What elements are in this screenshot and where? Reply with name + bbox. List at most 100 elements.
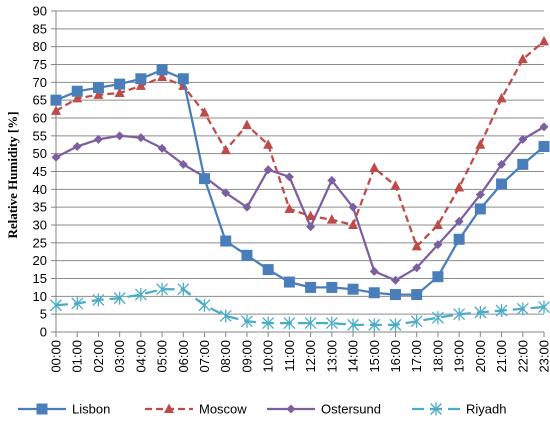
point-riyadh-22 [516, 302, 529, 316]
point-lisbon-6 [177, 73, 189, 85]
point-ostersund-5 [157, 143, 167, 153]
point-ostersund-13 [327, 175, 337, 185]
point-lisbon-16 [389, 289, 401, 301]
point-lisbon-2 [92, 82, 104, 94]
point-ostersund-12 [306, 222, 316, 232]
point-ostersund-0 [51, 152, 61, 162]
point-moscow-20 [475, 139, 486, 149]
ytick-label-0: 0 [40, 325, 47, 340]
xtick-label-8: 08:00 [218, 340, 233, 373]
ytick-label-65: 65 [33, 93, 47, 108]
ytick-label-85: 85 [33, 21, 47, 36]
legend-marker-moscow [164, 403, 174, 413]
point-ostersund-4 [136, 133, 146, 143]
xtick-label-23: 23:00 [537, 340, 550, 373]
ytick-label-55: 55 [33, 128, 47, 143]
point-riyadh-5 [156, 282, 169, 296]
ytick-label-80: 80 [33, 39, 47, 54]
ytick-label-75: 75 [33, 57, 47, 72]
series-group [50, 35, 550, 332]
xtick-label-15: 15:00 [367, 340, 382, 373]
legend-label-ostersund: Ostersund [321, 402, 381, 417]
ytick-label-90: 90 [33, 4, 47, 19]
xtick-label-18: 18:00 [430, 340, 445, 373]
legend: Lisbon Moscow Ostersund Riyadh [18, 402, 506, 417]
point-ostersund-3 [115, 131, 125, 141]
point-lisbon-10 [262, 264, 274, 276]
point-lisbon-9 [241, 249, 253, 261]
ytick-label-35: 35 [33, 200, 47, 215]
point-moscow-2 [93, 89, 104, 99]
xtick-label-17: 17:00 [409, 340, 424, 373]
legend-marker-ostersund [286, 404, 296, 414]
point-riyadh-3 [113, 291, 126, 305]
grid-lines [56, 10, 544, 315]
ytick-label-70: 70 [33, 75, 47, 90]
point-riyadh-23 [538, 300, 550, 314]
xtick-label-9: 09:00 [239, 340, 254, 373]
ytick-label-60: 60 [33, 111, 47, 126]
point-riyadh-2 [92, 293, 105, 307]
point-moscow-21 [496, 92, 507, 103]
ytick-label-40: 40 [33, 182, 47, 197]
point-ostersund-23 [539, 122, 549, 132]
point-ostersund-19 [454, 216, 464, 226]
xtick-label-11: 11:00 [282, 340, 297, 372]
point-moscow-23 [539, 35, 549, 46]
point-lisbon-23 [538, 141, 550, 153]
point-lisbon-22 [517, 158, 529, 170]
point-riyadh-6 [177, 282, 190, 296]
point-ostersund-6 [178, 159, 188, 169]
ytick-label-45: 45 [33, 164, 47, 179]
ytick-label-25: 25 [33, 235, 47, 250]
point-lisbon-4 [135, 73, 147, 85]
series-line-ostersund [55, 125, 545, 282]
series-line-moscow [55, 40, 545, 248]
point-moscow-9 [241, 119, 252, 130]
legend-label-lisbon: Lisbon [72, 402, 110, 417]
xtick-label-21: 21:00 [494, 340, 509, 373]
point-moscow-14 [348, 219, 359, 229]
point-ostersund-16 [390, 275, 400, 285]
point-riyadh-19 [453, 307, 466, 321]
point-ostersund-11 [284, 172, 294, 182]
x-axis-ticks: 00:00 01:00 02:00 03:00 04:00 05:00 06:00 07:00… [49, 332, 550, 373]
point-riyadh-17 [410, 314, 423, 328]
xtick-label-4: 04:00 [133, 340, 148, 373]
point-ostersund-17 [412, 263, 422, 273]
point-moscow-1 [72, 92, 83, 103]
point-riyadh-16 [389, 318, 402, 332]
point-ostersund-22 [518, 134, 528, 144]
point-moscow-22 [517, 53, 528, 64]
xtick-label-14: 14:00 [346, 340, 361, 373]
point-moscow-10 [263, 139, 274, 149]
legend-label-riyadh: Riyadh [466, 402, 506, 417]
ytick-label-30: 30 [33, 218, 47, 233]
point-ostersund-14 [348, 202, 358, 212]
point-riyadh-21 [495, 304, 508, 318]
legend-item-lisbon: Lisbon [18, 402, 110, 417]
point-lisbon-18 [432, 271, 444, 283]
point-lisbon-14 [347, 283, 359, 295]
series-moscow [51, 35, 549, 251]
point-moscow-11 [284, 203, 295, 213]
point-moscow-0 [51, 105, 61, 115]
series-line-riyadh [55, 288, 545, 327]
point-lisbon-5 [156, 64, 168, 76]
point-moscow-15 [369, 162, 380, 172]
axes [55, 11, 544, 337]
point-riyadh-4 [134, 288, 147, 302]
point-riyadh-0 [50, 298, 62, 312]
point-riyadh-20 [474, 305, 487, 319]
point-moscow-12 [305, 210, 316, 221]
point-lisbon-15 [368, 287, 380, 299]
y-axis-label: Relative Humidity [%] [5, 111, 20, 238]
point-moscow-16 [390, 180, 401, 190]
legend-label-moscow: Moscow [199, 402, 247, 417]
point-riyadh-15 [368, 318, 381, 332]
ytick-label-5: 5 [40, 307, 47, 322]
point-riyadh-12 [304, 316, 317, 330]
point-riyadh-1 [71, 296, 84, 310]
point-lisbon-12 [305, 281, 317, 293]
point-ostersund-1 [72, 142, 82, 152]
